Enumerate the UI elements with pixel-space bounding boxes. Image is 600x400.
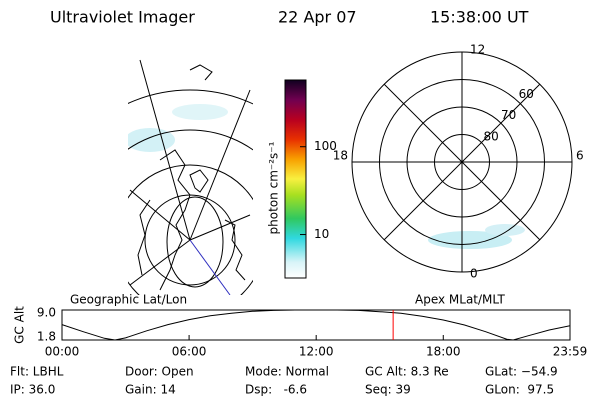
- info-field: GLon: 97.5: [485, 383, 554, 397]
- info-field: Flt: LBHL: [10, 365, 64, 379]
- info-field: Mode: Normal: [245, 365, 329, 379]
- map-title: Geographic Lat/Lon: [70, 293, 187, 307]
- date: 22 Apr 07: [278, 8, 357, 27]
- x-tick-label: 18:00: [426, 345, 461, 359]
- info-field: Seq: 39: [365, 383, 411, 397]
- mlt-label: 6: [576, 149, 584, 163]
- lat-ring: [406, 106, 518, 218]
- time: 15:38:00 UT: [430, 8, 529, 27]
- info-field: GLat: −54.9: [485, 365, 558, 379]
- lat-ring: [379, 79, 545, 245]
- y-tick-label: 1.8: [37, 330, 56, 344]
- colorbar-tick-label: 100: [314, 139, 337, 153]
- polar-spoke: [383, 83, 541, 241]
- x-tick-label: 12:00: [299, 345, 334, 359]
- lat-label: 70: [501, 108, 516, 122]
- polar-title: Apex MLat/MLT: [415, 293, 505, 307]
- aurora: [428, 224, 525, 249]
- colorbar-tick-label: 10: [314, 227, 329, 241]
- lat-ring: [434, 134, 490, 190]
- info-field: Gain: 14: [125, 383, 176, 397]
- altitude-line: [61, 309, 570, 341]
- colorbar-ticks: 10 100: [300, 139, 337, 241]
- footer: Flt: LBHL Door: Open Mode: Normal GC Alt: 8…: [10, 365, 558, 397]
- info-field: GC Alt: 8.3 Re: [365, 365, 449, 379]
- info-field: IP: 36.0: [10, 383, 55, 397]
- x-tick-label: 00:00: [45, 345, 80, 359]
- geo-map: [128, 59, 253, 295]
- mlt-label: 0: [470, 267, 478, 281]
- info-field: Door: Open: [125, 365, 194, 379]
- mlt-label: 12: [470, 43, 485, 57]
- info-field: Dsp: -6.6: [245, 383, 307, 397]
- title: Ultraviolet Imager: [50, 8, 195, 27]
- lat-label: 80: [484, 129, 499, 143]
- y-tick-label: 9.0: [37, 306, 56, 320]
- lat-label: 60: [519, 87, 534, 101]
- x-tick-label: 06:00: [172, 345, 207, 359]
- y-axis-label: GC Alt: [13, 306, 27, 344]
- colorbar-label: photon cm⁻²s⁻¹: [267, 141, 281, 234]
- colorbar: [284, 79, 307, 279]
- mlt-label: 18: [333, 149, 348, 163]
- x-tick-label: 23:59: [553, 345, 588, 359]
